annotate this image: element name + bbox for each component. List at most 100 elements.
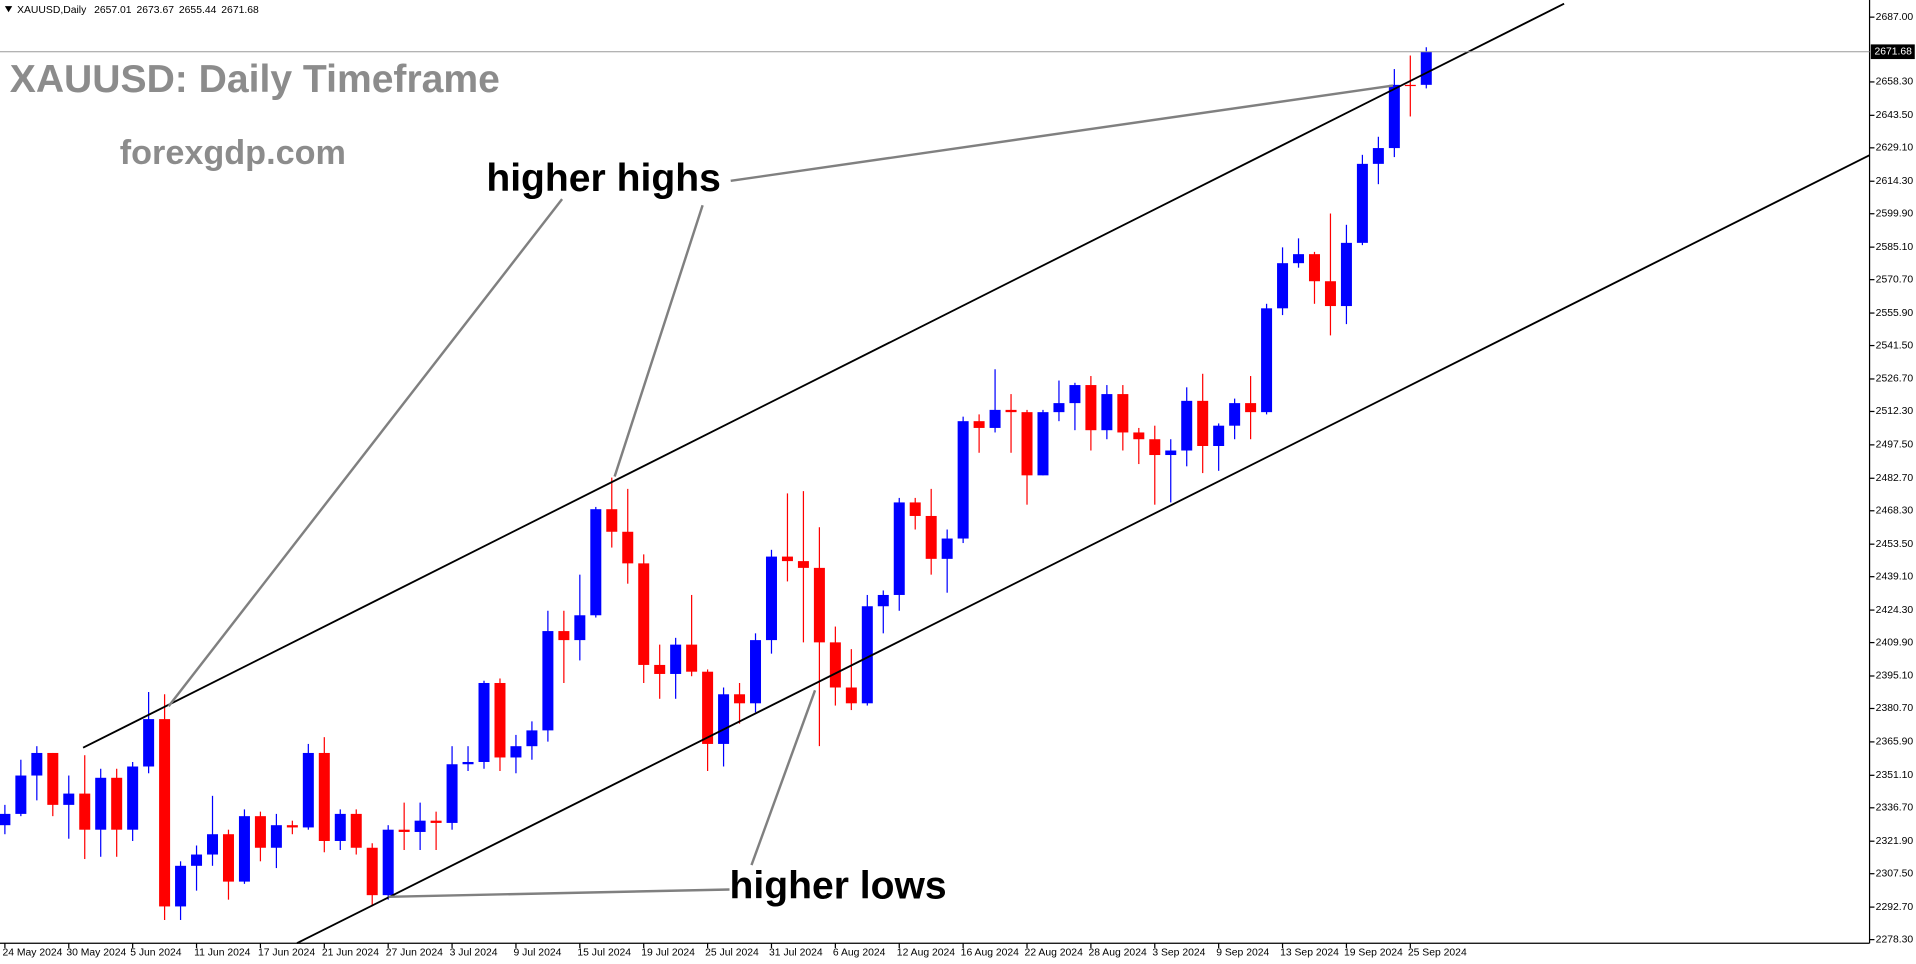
- y-tick-label: 2278.30: [1876, 934, 1914, 945]
- x-tick-label: 24 May 2024: [2, 948, 62, 959]
- candle-body: [622, 531, 634, 564]
- candle-body: [238, 816, 250, 882]
- candle-body: [877, 594, 889, 607]
- y-tick-label: 2468.30: [1876, 506, 1914, 517]
- header: XAUUSD,Daily 2657.01 2673.67 2655.44 2671.6…: [17, 5, 259, 16]
- x-tick-label: 9 Sep 2024: [1216, 948, 1269, 959]
- candle-body: [270, 825, 282, 848]
- y-tick-label: 2292.70: [1876, 902, 1914, 913]
- y-tick-label: 2409.90: [1876, 637, 1914, 648]
- candle-body: [813, 567, 825, 643]
- candle-body: [111, 777, 123, 830]
- y-tick-label: 2658.30: [1876, 77, 1914, 88]
- header-symbol: XAUUSD,Daily: [17, 5, 87, 16]
- pointer: [750, 689, 817, 866]
- y-tick-label: 2497.50: [1876, 440, 1914, 451]
- candle-body: [446, 764, 458, 823]
- candle-body: [334, 813, 346, 841]
- x-tick-label: 19 Sep 2024: [1344, 948, 1403, 959]
- candle-body: [31, 752, 43, 776]
- candle-body: [0, 813, 11, 826]
- pointer: [388, 888, 730, 899]
- header-values: 2657.01 2673.67 2655.44 2671.68: [94, 5, 259, 16]
- candle-body: [734, 694, 746, 704]
- candle-body: [1324, 281, 1336, 307]
- header-value: 2671.68: [221, 5, 259, 16]
- chart-subtitle: forexgdp.com: [120, 134, 346, 172]
- y-tick-label: 2570.70: [1876, 274, 1914, 285]
- candle-body: [382, 829, 394, 896]
- candle-body: [286, 825, 298, 828]
- candle-body: [1213, 425, 1225, 446]
- pointer: [613, 204, 704, 477]
- y-tick-label: 2439.10: [1876, 571, 1914, 582]
- x-tick-label: 13 Sep 2024: [1280, 948, 1339, 959]
- y-tick-label: 2307.50: [1876, 868, 1914, 879]
- header-value: 2657.01: [94, 5, 132, 16]
- candle-body: [829, 642, 841, 688]
- x-tick-label: 17 Jun 2024: [258, 948, 315, 959]
- y-tick-label: 2365.90: [1876, 737, 1914, 748]
- x-tick-label: 25 Sep 2024: [1408, 948, 1467, 959]
- candle-body: [765, 556, 777, 641]
- candle-body: [606, 509, 618, 532]
- candle-body: [1277, 263, 1289, 309]
- x-tick-label: 28 Aug 2024: [1088, 948, 1147, 959]
- candle-body: [1037, 412, 1049, 476]
- candle-body: [127, 766, 139, 830]
- candle-body: [1388, 84, 1400, 149]
- current-price-box: [1870, 44, 1915, 60]
- candle-body: [1404, 84, 1416, 87]
- candle-body: [1356, 163, 1368, 243]
- candle-body: [638, 563, 650, 665]
- candle-body: [686, 644, 698, 672]
- candle-body: [462, 761, 474, 765]
- candle-body: [302, 752, 314, 828]
- candle-body: [1420, 51, 1432, 85]
- y-tick-label: 2482.70: [1876, 473, 1914, 484]
- pointer: [730, 84, 1394, 183]
- candle-body: [941, 538, 953, 559]
- candle-body: [1101, 394, 1113, 431]
- candle-body: [1308, 254, 1320, 282]
- candle-body: [398, 829, 410, 832]
- y-tick-label: 2585.10: [1876, 242, 1914, 253]
- x-tick-label: 11 Jun 2024: [194, 948, 251, 959]
- y-tick-label: 2351.10: [1876, 770, 1914, 781]
- candle-body: [861, 606, 873, 704]
- candle-body: [654, 664, 666, 674]
- y-tick-label: 2336.70: [1876, 803, 1914, 814]
- candle-body: [15, 775, 27, 814]
- y-tick-label: 2453.50: [1876, 539, 1914, 550]
- y-tick-label: 2629.10: [1876, 143, 1914, 154]
- candle-body: [207, 834, 219, 855]
- candle-body: [1372, 148, 1384, 164]
- x-tick-label: 12 Aug 2024: [897, 948, 956, 959]
- annotation-pointers: [167, 84, 1394, 899]
- header-value: 2673.67: [136, 5, 174, 16]
- candle-body: [1229, 403, 1241, 426]
- candle-body: [222, 834, 234, 882]
- y-tick-label: 2512.30: [1876, 406, 1914, 417]
- candle-body: [254, 816, 266, 848]
- candle-body: [1133, 432, 1145, 440]
- candle-body: [1165, 450, 1177, 456]
- candle-body: [1005, 409, 1017, 413]
- y-tick-label: 2614.30: [1876, 176, 1914, 187]
- candle-body: [542, 631, 554, 731]
- candle-body: [750, 640, 762, 704]
- candle-body: [781, 556, 793, 562]
- candle-body: [143, 719, 155, 767]
- candle-body: [989, 409, 1001, 428]
- candle-body: [494, 682, 506, 758]
- candle-body: [191, 854, 203, 866]
- candle-body: [1261, 308, 1273, 413]
- candle-body: [909, 502, 921, 516]
- lower-channel-line: [296, 154, 1870, 945]
- candle-body: [558, 631, 570, 641]
- x-tick-label: 5 Jun 2024: [130, 948, 182, 959]
- x-tick-label: 25 Jul 2024: [705, 948, 759, 959]
- candle-body: [1245, 403, 1257, 413]
- candle-body: [79, 793, 91, 830]
